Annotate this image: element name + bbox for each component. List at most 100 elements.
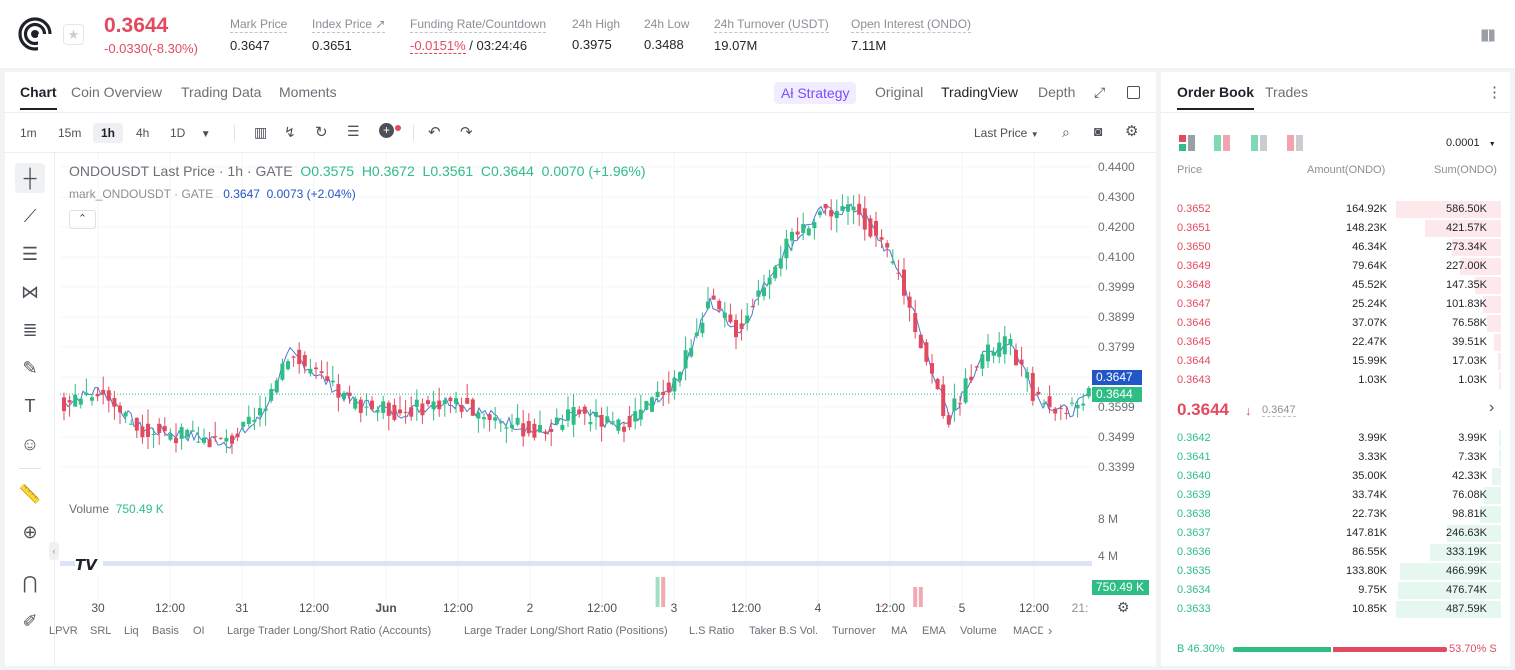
indicator-srl[interactable]: SRL	[90, 625, 112, 637]
add-indicator-icon[interactable]: +	[379, 123, 394, 138]
chevron-down-icon: ▼	[1030, 130, 1039, 139]
interval-15m[interactable]: 15m	[58, 126, 82, 140]
search-icon[interactable]: ⌕	[1062, 124, 1070, 140]
bid-row[interactable]: 0.3637 147.81K 246.63K	[1161, 524, 1501, 543]
interval-1m[interactable]: 1m	[20, 126, 37, 140]
indicator-ema[interactable]: EMA	[922, 625, 946, 637]
indicator-ma[interactable]: MA	[891, 625, 908, 637]
ask-row[interactable]: 0.3648 45.52K 147.35K	[1161, 276, 1501, 295]
zoom-in-icon[interactable]: ⊕	[22, 522, 38, 542]
layout-split-icon[interactable]	[1214, 135, 1230, 151]
pencil-lock-icon[interactable]: ✐	[22, 611, 38, 631]
last-price-dropdown[interactable]: Last Price ▼	[974, 126, 1039, 140]
redo-icon[interactable]: ↷	[460, 124, 473, 141]
indicator-liq[interactable]: Liq	[124, 625, 139, 637]
view-original[interactable]: Original	[875, 84, 924, 100]
trendline-icon[interactable]: ⟋	[23, 206, 37, 226]
expand-icon[interactable]: ⤢	[1094, 84, 1106, 100]
layout-both-icon[interactable]	[1179, 135, 1195, 151]
tab-moments[interactable]: Moments	[279, 84, 337, 100]
ask-row[interactable]: 0.3651 148.23K 421.57K	[1161, 219, 1501, 238]
interval-1h[interactable]: 1h	[93, 123, 124, 143]
depth-bar	[1447, 525, 1501, 542]
indicator-volume[interactable]: Volume	[960, 625, 997, 637]
collapse-toolbar-icon[interactable]: ‹	[49, 542, 59, 560]
chart-settings-icon[interactable]: ⚙	[1117, 599, 1130, 615]
horizontal-lines-icon[interactable]: ☰	[21, 244, 39, 264]
candle-body	[902, 269, 906, 296]
bid-row[interactable]: 0.3640 35.00K 42.33K	[1161, 467, 1501, 486]
volume-axis-tick: 4 M	[1098, 549, 1119, 563]
more-options-icon[interactable]: ⋮	[1487, 84, 1502, 101]
bid-row[interactable]: 0.3642 3.99K 3.99K	[1161, 429, 1501, 448]
layout-bids-icon[interactable]	[1251, 135, 1267, 151]
precision-dropdown[interactable]: 0.0001 ▼	[1446, 137, 1496, 149]
undo-icon[interactable]: ↶	[428, 124, 441, 141]
book-icon[interactable]	[1481, 29, 1495, 42]
ask-row[interactable]: 0.3644 15.99K 17.03K	[1161, 352, 1501, 371]
emoji-icon[interactable]: ☺	[20, 434, 40, 454]
exchange-logo-icon[interactable]	[18, 17, 52, 51]
indicator-oi[interactable]: OI	[193, 625, 205, 637]
ask-row[interactable]: 0.3643 1.03K 1.03K	[1161, 371, 1501, 390]
indicator-lpvr[interactable]: LPVR	[49, 625, 78, 637]
ask-row[interactable]: 0.3645 22.47K 39.51K	[1161, 333, 1501, 352]
candlestick-chart[interactable]	[60, 153, 1092, 607]
indicators-icon[interactable]: ↯	[284, 124, 296, 140]
tab-chart[interactable]: Chart	[20, 84, 57, 110]
indicator-turnover[interactable]: Turnover	[832, 625, 876, 637]
ask-row[interactable]: 0.3649 79.64K 227.00K	[1161, 257, 1501, 276]
tab-coin-overview[interactable]: Coin Overview	[71, 84, 163, 100]
fib-icon[interactable]: ≣	[22, 320, 38, 340]
magnet-icon[interactable]: ⋂	[22, 573, 38, 593]
candle-body	[851, 206, 856, 211]
layout-asks-icon[interactable]	[1287, 135, 1303, 151]
templates-icon[interactable]: ☰	[347, 123, 360, 139]
ask-row[interactable]: 0.3650 46.34K 273.34K	[1161, 238, 1501, 257]
bid-row[interactable]: 0.3635 133.80K 466.99K	[1161, 562, 1501, 581]
crosshair-icon[interactable]: ┼	[15, 163, 45, 193]
view-tradingview[interactable]: TradingView	[941, 84, 1019, 100]
ask-row[interactable]: 0.3646 37.07K 76.58K	[1161, 314, 1501, 333]
indicator-basis[interactable]: Basis	[152, 625, 179, 637]
pattern-icon[interactable]: ⋈	[21, 282, 39, 302]
tab-trades[interactable]: Trades	[1265, 84, 1309, 100]
ask-row[interactable]: 0.3647 25.24K 101.83K	[1161, 295, 1501, 314]
stat-index-price[interactable]: Index Price ↗ 0.3651	[312, 17, 386, 53]
indicator-ls-ratio[interactable]: L.S Ratio	[689, 625, 735, 637]
brush-icon[interactable]: ✎	[22, 358, 38, 378]
text-icon[interactable]: T	[24, 396, 36, 416]
indicator-taker-bs-vol[interactable]: Taker B.S Vol.	[749, 625, 819, 637]
stat-mark-price[interactable]: Mark Price 0.3647	[230, 17, 288, 53]
bid-row[interactable]: 0.3634 9.75K 476.74K	[1161, 581, 1501, 600]
favorite-star-icon[interactable]: ★	[63, 24, 84, 45]
tab-trading-data[interactable]: Trading Data	[181, 84, 262, 100]
indicator-large-trader-accounts[interactable]: Large Trader Long/Short Ratio (Accounts)	[227, 625, 432, 637]
candles-icon[interactable]: ▥	[254, 124, 268, 140]
stat-open-interest[interactable]: Open Interest (ONDO) 7.11M	[851, 17, 972, 53]
strategy-button[interactable]: Aƚ Strategy	[774, 82, 857, 104]
bid-row[interactable]: 0.3638 22.73K 98.81K	[1161, 505, 1501, 524]
bid-row[interactable]: 0.3633 10.85K 487.59K	[1161, 600, 1501, 619]
gear-icon[interactable]: ⚙	[1125, 123, 1139, 140]
tab-order-book[interactable]: Order Book	[1177, 84, 1255, 110]
tradingview-logo-icon[interactable]: 𝙏𝙑	[75, 556, 103, 574]
stat-funding-rate[interactable]: Funding Rate/Countdown -0.0151% / 03:24:…	[410, 17, 547, 54]
interval-1d[interactable]: 1D ▼	[170, 126, 211, 140]
bid-row[interactable]: 0.3641 3.33K 7.33K	[1161, 448, 1501, 467]
camera-icon[interactable]: ◙	[1094, 123, 1103, 139]
interval-4h[interactable]: 4h	[136, 126, 150, 140]
indicator-large-trader-positions[interactable]: Large Trader Long/Short Ratio (Positions…	[464, 625, 668, 637]
bid-row[interactable]: 0.3639 33.74K 76.08K	[1161, 486, 1501, 505]
view-depth[interactable]: Depth	[1038, 84, 1076, 100]
replay-icon[interactable]: ↻	[315, 124, 328, 141]
ask-row[interactable]: 0.3652 164.92K 586.50K	[1161, 200, 1501, 219]
bid-row[interactable]: 0.3636 86.55K 333.19K	[1161, 543, 1501, 562]
collapse-legend-button[interactable]: ⌃	[69, 210, 96, 229]
window-icon[interactable]	[1127, 86, 1140, 99]
ruler-icon[interactable]: 📏	[18, 484, 42, 504]
indicator-macd[interactable]: MACD	[1013, 625, 1043, 637]
chevron-right-icon[interactable]: ›	[1048, 623, 1053, 638]
stat-24h-turnover[interactable]: 24h Turnover (USDT) 19.07M	[714, 17, 829, 53]
chevron-right-icon[interactable]: ›	[1489, 399, 1495, 416]
